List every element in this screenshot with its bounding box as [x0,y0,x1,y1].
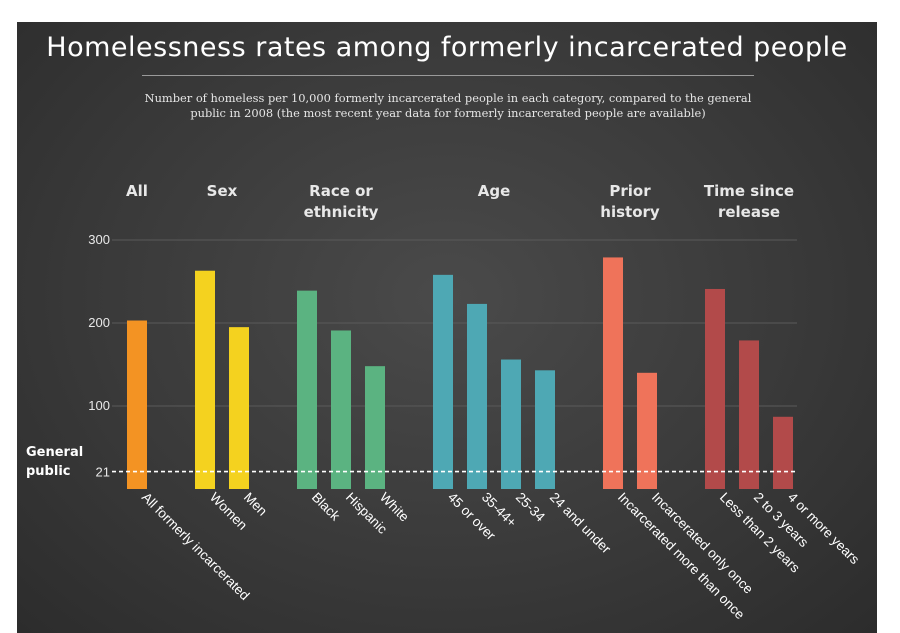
bar [705,288,725,489]
bar [229,327,249,489]
x-tick-label: 24 and under [547,490,614,557]
reference-label: General [26,445,83,460]
x-tick-label: Men [241,490,270,519]
chart-subtitle: Number of homeless per 10,000 formerly i… [144,91,752,120]
bar [739,340,759,489]
bar [535,370,555,489]
group-label: Race or [309,182,373,200]
group-label: Sex [207,182,238,200]
group-label: ethnicity [304,203,379,221]
group-label: Prior [609,182,651,200]
chart-panel: Homelessness rates among formerly incarc… [17,22,877,633]
bar [331,330,351,489]
reference-label: public [26,464,70,479]
y-tick-label: 100 [88,398,110,413]
bar [773,416,793,489]
x-tick-label: Black [309,490,343,524]
group-label: Age [478,182,511,200]
chart-title: Homelessness rates among formerly incarc… [46,32,848,63]
bar [127,320,147,489]
group-label: history [600,203,660,221]
y-tick-label: 300 [88,232,110,247]
group-label: release [718,203,780,221]
group-label: Time since [704,182,794,200]
reference-tick-label: 21 [96,465,110,480]
bar [195,270,215,489]
bar [603,257,623,489]
bar [297,290,317,489]
bar [637,372,657,489]
group-label: All [126,182,148,200]
title-divider [142,75,754,76]
bar [433,274,453,489]
y-tick-label: 200 [88,315,110,330]
bar [365,366,385,489]
bar [467,303,487,489]
bar [501,359,521,489]
